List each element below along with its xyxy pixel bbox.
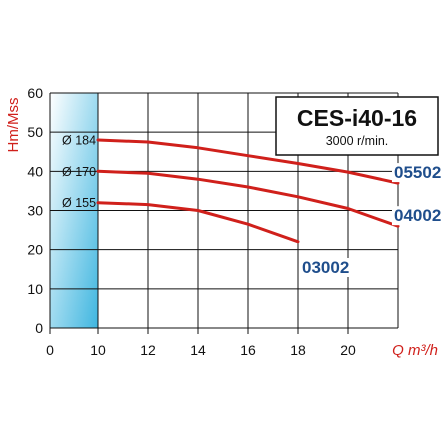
y-tick-labels: 0 10 20 30 40 50 60: [27, 85, 43, 336]
chart-subtitle: 3000 r/min.: [326, 134, 389, 148]
model-label-bg: [392, 163, 442, 183]
diameter-label: Ø 155: [62, 196, 96, 210]
y-axis-label: Hm/Mss: [5, 98, 22, 153]
model-label: 05502: [394, 163, 441, 182]
curve-labels: Ø 184 05502 Ø 170 04002 Ø 155 03002: [62, 134, 442, 277]
y-tick-label: 50: [27, 124, 43, 140]
y-tick-label: 10: [27, 281, 43, 297]
model-label: 04002: [394, 206, 441, 225]
y-tick-label: 40: [27, 163, 43, 179]
x-tick-label: 20: [340, 342, 356, 358]
x-tick-label: 12: [140, 342, 156, 358]
performance-curves: [96, 138, 400, 244]
y-tick-label: 60: [27, 85, 43, 101]
x-tick-label: 10: [90, 342, 106, 358]
x-axis-label: Q m³/h: [392, 342, 438, 359]
y-tick-label: 30: [27, 203, 43, 219]
model-label-bg: [300, 258, 350, 277]
x-tick-label: 16: [240, 342, 256, 358]
y-tick-label: 20: [27, 242, 43, 258]
x-tick-label: 0: [46, 342, 54, 358]
diameter-label: Ø 184: [62, 134, 96, 148]
x-tick-labels: 0 10 12 14 16 18 20: [46, 342, 356, 358]
model-label: 03002: [302, 258, 349, 277]
model-label-bg: [392, 206, 442, 226]
x-tick-label: 14: [190, 342, 206, 358]
y-tick-label: 0: [35, 320, 43, 336]
diameter-label: Ø 170: [62, 165, 96, 179]
curve-05502: [96, 138, 400, 185]
curve-03002: [96, 201, 300, 244]
chart-title: CES-i40-16: [297, 105, 417, 131]
curve-04002: [96, 169, 400, 228]
x-tick-label: 18: [290, 342, 306, 358]
title-box: [275, 96, 439, 156]
